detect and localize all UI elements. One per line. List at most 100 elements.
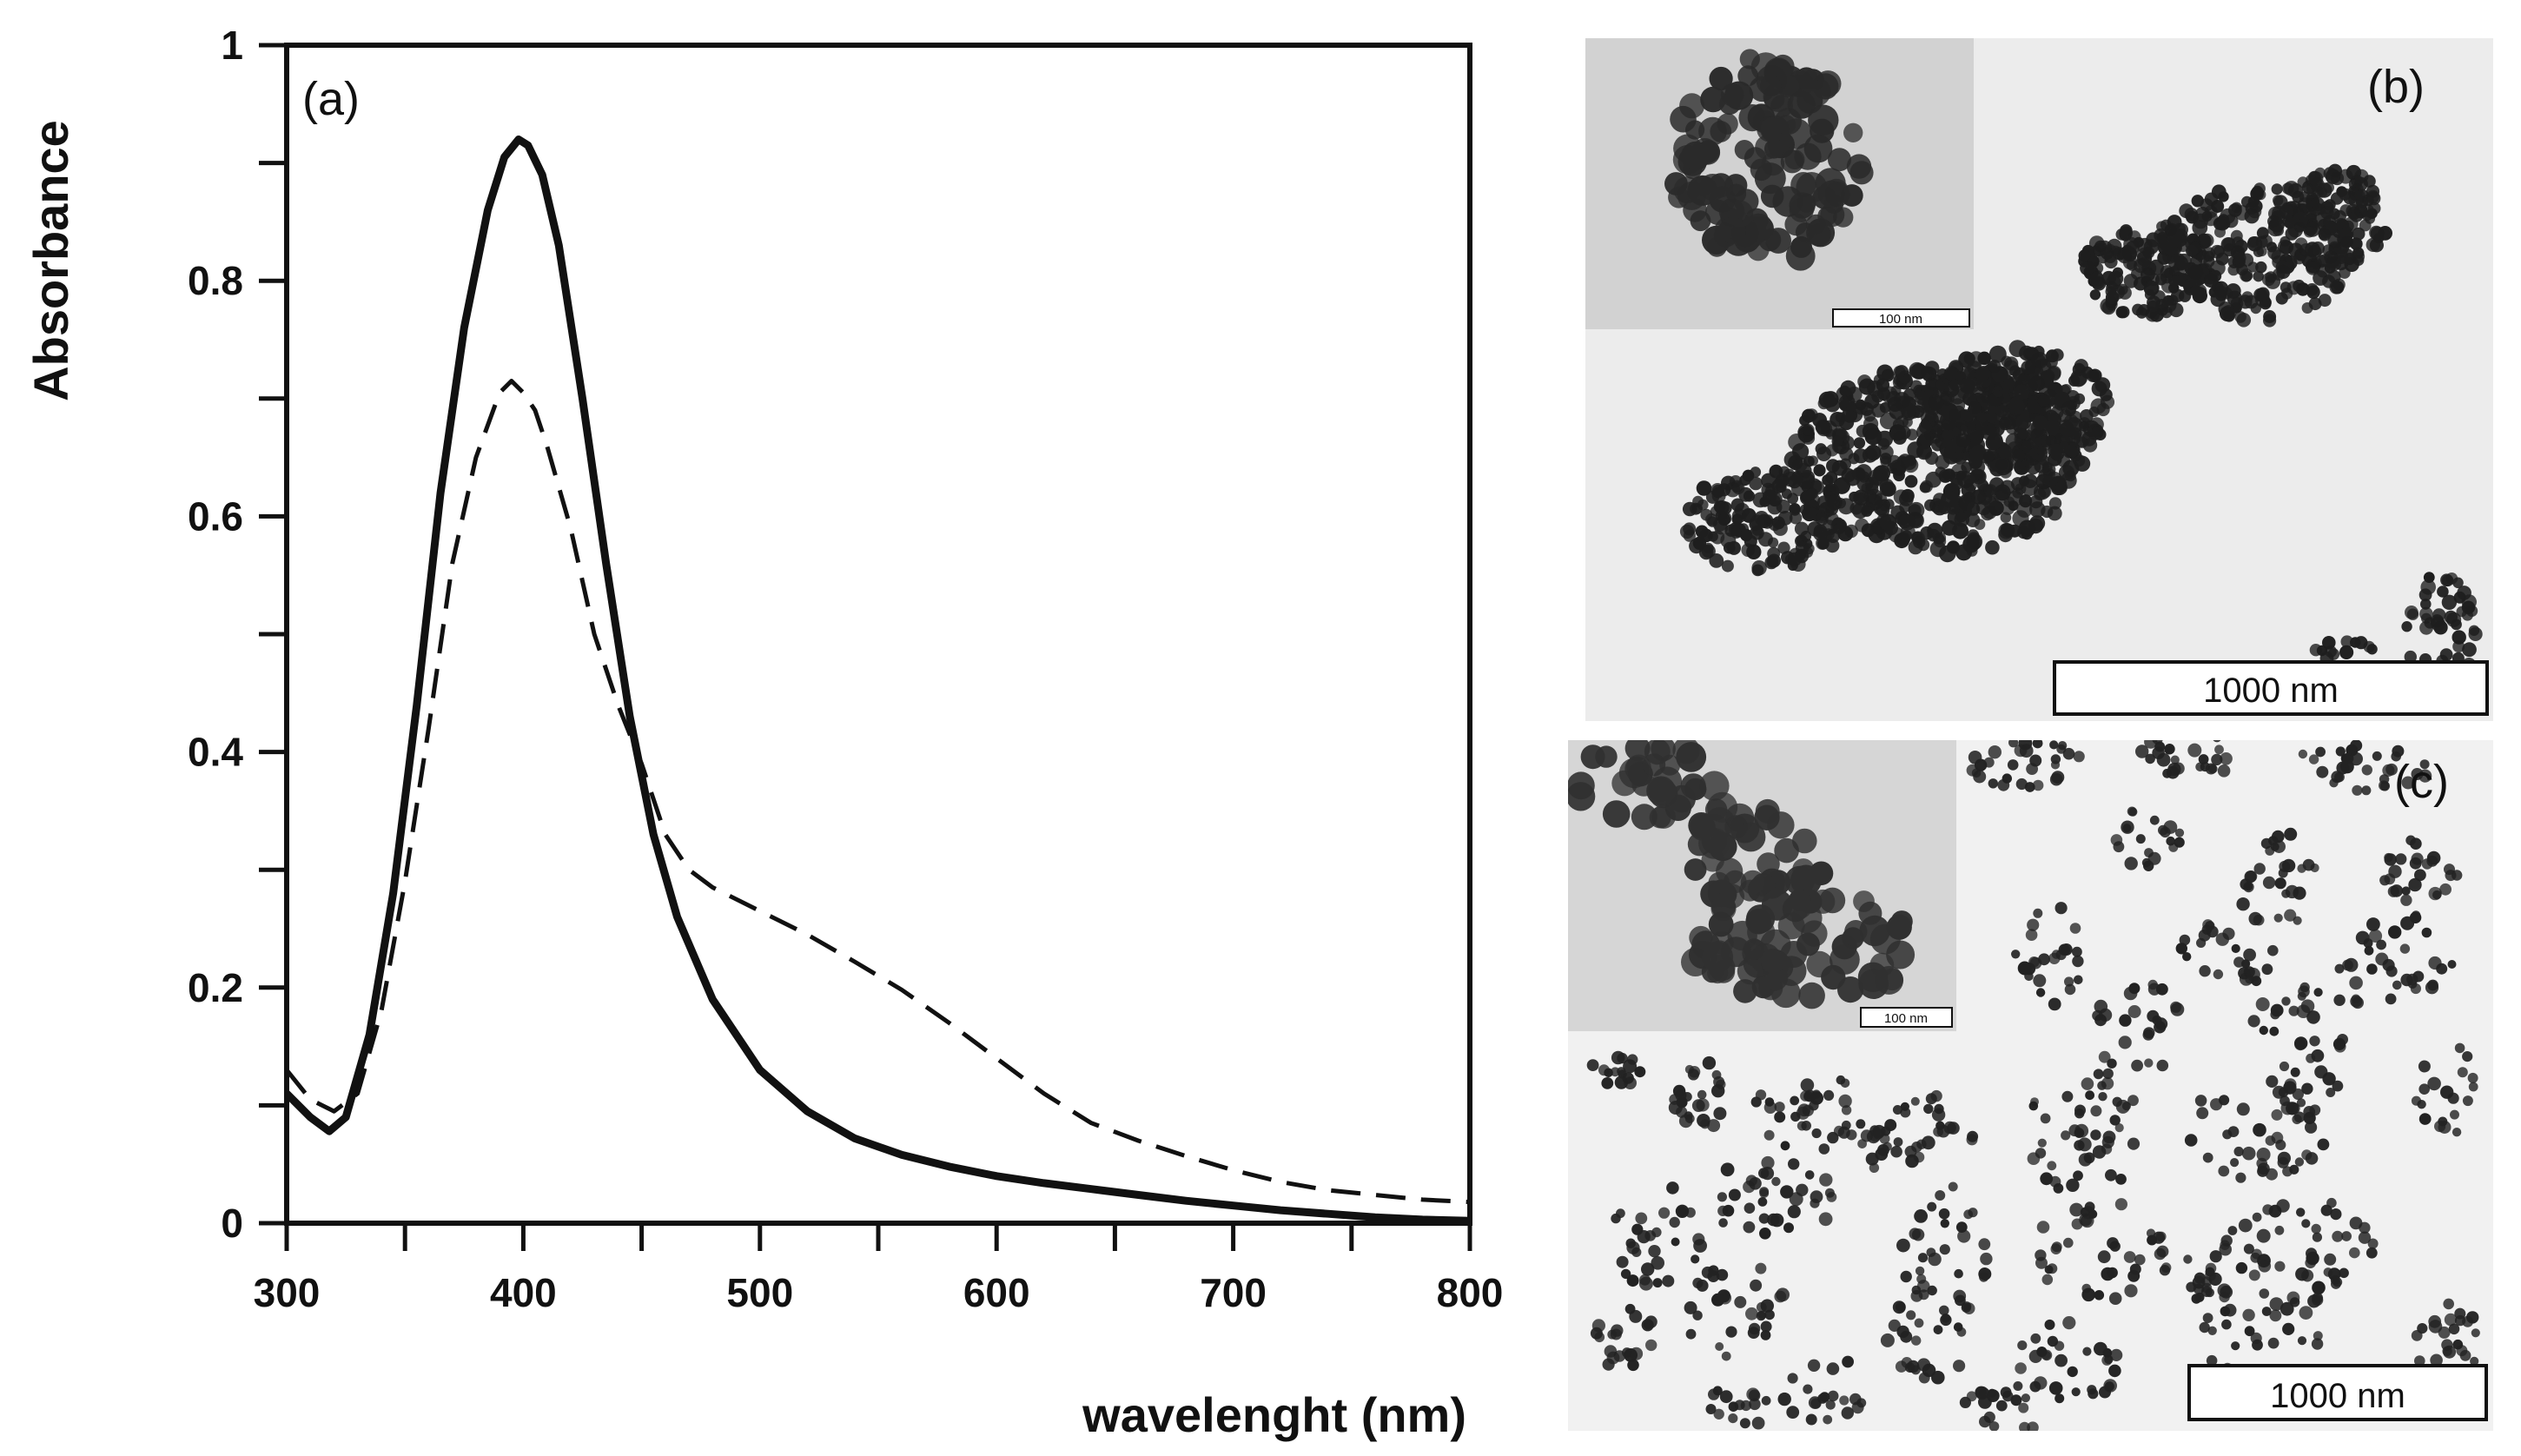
- nanoparticle: [1697, 1089, 1707, 1100]
- inset-scale-bar-b: [1832, 308, 1970, 328]
- nanoparticle: [1837, 976, 1864, 1003]
- nanoparticle: [2174, 255, 2188, 270]
- nanoparticle: [2162, 295, 2174, 307]
- nanoparticle: [2352, 996, 2365, 1009]
- nanoparticle: [2408, 877, 2422, 892]
- nanoparticle: [1955, 433, 1971, 448]
- nanoparticle: [1760, 1320, 1772, 1333]
- nanoparticle: [2436, 963, 2448, 975]
- nanoparticle: [2055, 480, 2068, 493]
- nanoparticle: [1659, 754, 1681, 776]
- nanoparticle: [1988, 360, 2002, 374]
- nanoparticle: [1631, 804, 1658, 831]
- nanoparticle: [2144, 1058, 2154, 1068]
- nanoparticle: [1714, 500, 1730, 515]
- nanoparticle: [1825, 471, 1838, 484]
- nanoparticle: [2116, 283, 2128, 295]
- nanoparticle: [2288, 1005, 2299, 1016]
- nanoparticle: [2279, 860, 2291, 872]
- nanoparticle: [1920, 366, 1934, 380]
- nanoparticle: [2018, 740, 2033, 751]
- nanoparticle: [2186, 210, 2199, 224]
- inset-scale-bar-b-label: 100 nm: [1879, 312, 1922, 327]
- nanoparticle: [2064, 983, 2076, 996]
- nanoparticle: [1718, 1218, 1728, 1228]
- nanoparticle: [2452, 630, 2466, 645]
- nanoparticle: [1979, 1415, 1991, 1428]
- nanoparticle: [2171, 288, 2185, 302]
- nanoparticle: [2074, 1109, 2085, 1119]
- nanoparticle: [1692, 495, 1704, 507]
- nanoparticle: [1988, 345, 2007, 363]
- nanoparticle: [2339, 645, 2354, 660]
- y-tick-label: 0.2: [188, 965, 243, 1010]
- nanoparticle: [1935, 1190, 1946, 1201]
- nanoparticle: [1611, 1324, 1624, 1337]
- nanoparticle: [2198, 754, 2209, 764]
- nanoparticle: [2118, 1036, 2132, 1049]
- nanoparticle: [2438, 1326, 2451, 1339]
- nanoparticle: [2317, 1138, 2330, 1151]
- nanoparticle: [2366, 963, 2378, 975]
- nanoparticle: [2247, 261, 2259, 273]
- micrograph-c-particles: [1586, 740, 2480, 1431]
- nanoparticle: [1907, 1360, 1920, 1373]
- scale-bar-b: [2053, 660, 2489, 716]
- nanoparticle: [1919, 481, 1931, 493]
- nanoparticle: [2105, 290, 2120, 305]
- nanoparticle: [1802, 546, 1814, 559]
- nanoparticle: [2257, 1165, 2269, 1177]
- nanoparticle: [1692, 1233, 1705, 1246]
- nanoparticle: [2211, 200, 2225, 213]
- nanoparticle: [1983, 451, 1995, 463]
- nanoparticle: [2252, 1339, 2263, 1351]
- nanoparticle: [1824, 182, 1850, 208]
- nanoparticle: [1826, 1192, 1837, 1202]
- nanoparticle: [2243, 948, 2257, 962]
- nanoparticle: [2072, 946, 2082, 957]
- nanoparticle: [1739, 1418, 1750, 1429]
- nanoparticle: [1749, 476, 1763, 491]
- nanoparticle: [2128, 807, 2138, 817]
- nanoparticle: [1757, 1310, 1767, 1320]
- nanoparticle: [2182, 952, 2192, 962]
- nanoparticle: [2089, 271, 2104, 287]
- nanoparticle: [2267, 944, 2279, 956]
- nanoparticle: [2330, 1208, 2342, 1221]
- nanoparticle: [2067, 1366, 2078, 1378]
- nanoparticle: [1880, 1333, 1895, 1347]
- nanoparticle: [1995, 1400, 2008, 1412]
- nanoparticle: [2058, 464, 2075, 481]
- nanoparticle: [2305, 1121, 2318, 1134]
- nanoparticle: [1787, 1373, 1798, 1384]
- nanoparticle: [1901, 488, 1915, 503]
- nanoparticle: [1780, 1185, 1794, 1199]
- nanoparticle: [2017, 961, 2032, 976]
- nanoparticle: [2011, 950, 2021, 959]
- nanoparticle: [2117, 306, 2130, 319]
- nanoparticle: [1717, 1192, 1727, 1202]
- nanoparticle: [1818, 391, 1836, 408]
- nanoparticle: [2334, 771, 2345, 783]
- nanoparticle: [1961, 482, 1976, 498]
- nanoparticle: [2419, 606, 2433, 621]
- nanoparticle: [2450, 1109, 2459, 1120]
- nanoparticle: [2454, 1042, 2465, 1054]
- nanoparticle: [1816, 536, 1830, 550]
- nanoparticle: [1882, 368, 1895, 382]
- nanoparticle: [2410, 837, 2422, 850]
- nanoparticle: [2166, 836, 2175, 846]
- x-ticks: 300 400 500 600 700 800: [254, 1223, 1503, 1315]
- nanoparticle: [1707, 791, 1738, 823]
- nanoparticle: [1839, 1395, 1849, 1406]
- panel-label-c: (c): [2394, 756, 2449, 808]
- nanoparticle: [2061, 400, 2076, 416]
- nanoparticle: [2109, 1115, 2121, 1126]
- nanoparticle: [2255, 288, 2270, 302]
- nanoparticle: [2354, 189, 2366, 201]
- nanoparticle: [2270, 1009, 2280, 1020]
- nanoparticle: [1631, 1223, 1644, 1235]
- nanoparticle: [2313, 1331, 2323, 1341]
- nanoparticle: [2199, 1321, 2210, 1334]
- nanoparticle: [1724, 541, 1736, 554]
